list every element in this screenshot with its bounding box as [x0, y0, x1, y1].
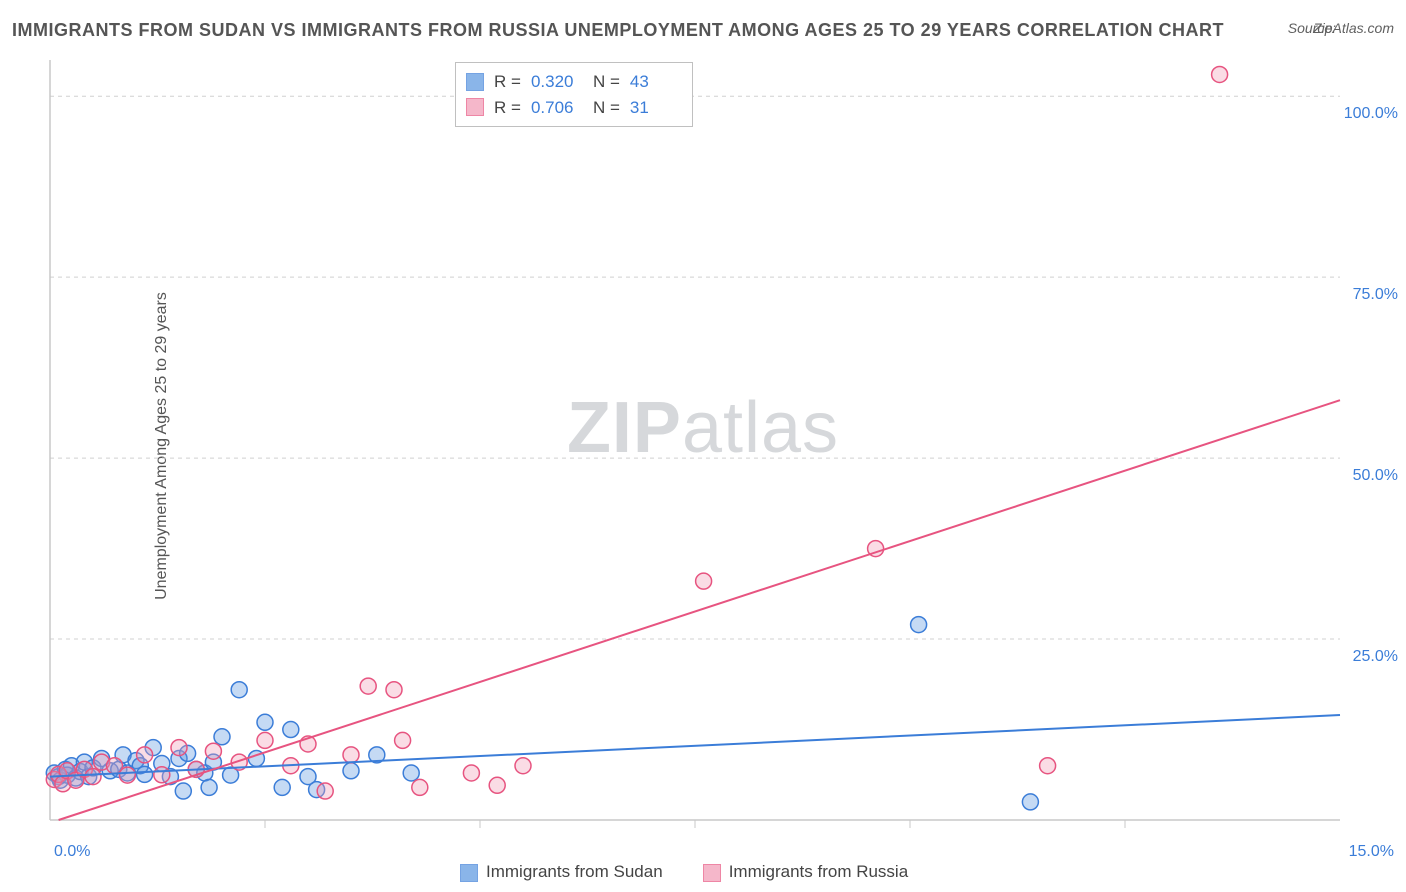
legend-r-value: 0.320 — [531, 69, 583, 95]
y-tick-label: 100.0% — [1344, 105, 1398, 122]
data-point — [343, 763, 359, 779]
source-value: ZipAtlas.com — [1313, 20, 1394, 36]
data-point — [214, 729, 230, 745]
y-tick-label: 25.0% — [1353, 648, 1398, 665]
legend-series-name: Immigrants from Sudan — [486, 862, 663, 881]
correlation-legend: R = 0.320 N = 43 R = 0.706 N = 31 — [455, 62, 693, 127]
legend-swatch — [703, 864, 721, 882]
legend-row: R = 0.706 N = 31 — [466, 95, 682, 121]
data-point — [137, 766, 153, 782]
legend-n-value: 31 — [630, 95, 682, 121]
plot-area: 25.0%50.0%75.0%100.0%0.0%15.0% — [50, 60, 1340, 860]
data-point — [283, 722, 299, 738]
data-point — [489, 777, 505, 793]
data-point — [201, 779, 217, 795]
data-point — [1040, 758, 1056, 774]
legend-n-label: N = — [593, 95, 620, 121]
chart-svg: 25.0%50.0%75.0%100.0%0.0%15.0% — [50, 60, 1340, 860]
data-point — [119, 767, 135, 783]
data-point — [463, 765, 479, 781]
legend-r-label: R = — [494, 95, 521, 121]
legend-item: Immigrants from Sudan — [460, 862, 663, 882]
x-tick-label: 0.0% — [54, 843, 90, 860]
legend-row: R = 0.320 N = 43 — [466, 69, 682, 95]
chart-container: IMMIGRANTS FROM SUDAN VS IMMIGRANTS FROM… — [0, 0, 1406, 892]
data-point — [154, 767, 170, 783]
data-point — [231, 682, 247, 698]
data-point — [257, 714, 273, 730]
trend-line — [50, 715, 1340, 777]
trend-line — [59, 400, 1340, 820]
data-point — [175, 783, 191, 799]
legend-r-label: R = — [494, 69, 521, 95]
y-tick-label: 75.0% — [1353, 286, 1398, 303]
y-tick-label: 50.0% — [1353, 467, 1398, 484]
data-point — [403, 765, 419, 781]
data-point — [911, 617, 927, 633]
data-point — [1212, 66, 1228, 82]
data-point — [412, 779, 428, 795]
data-point — [257, 732, 273, 748]
data-point — [317, 783, 333, 799]
legend-swatch — [466, 98, 484, 116]
legend-item: Immigrants from Russia — [703, 862, 908, 882]
chart-title: IMMIGRANTS FROM SUDAN VS IMMIGRANTS FROM… — [12, 20, 1224, 41]
legend-series-name: Immigrants from Russia — [729, 862, 908, 881]
data-point — [274, 779, 290, 795]
x-tick-label: 15.0% — [1349, 843, 1394, 860]
data-point — [515, 758, 531, 774]
data-point — [343, 747, 359, 763]
data-point — [1022, 794, 1038, 810]
legend-swatch — [466, 73, 484, 91]
data-point — [395, 732, 411, 748]
data-point — [205, 743, 221, 759]
data-point — [696, 573, 712, 589]
legend-r-value: 0.706 — [531, 95, 583, 121]
series-legend: Immigrants from Sudan Immigrants from Rus… — [460, 862, 908, 882]
data-point — [85, 769, 101, 785]
legend-n-label: N = — [593, 69, 620, 95]
data-point — [171, 740, 187, 756]
data-point — [360, 678, 376, 694]
legend-n-value: 43 — [630, 69, 682, 95]
data-point — [386, 682, 402, 698]
data-point — [137, 747, 153, 763]
legend-swatch — [460, 864, 478, 882]
